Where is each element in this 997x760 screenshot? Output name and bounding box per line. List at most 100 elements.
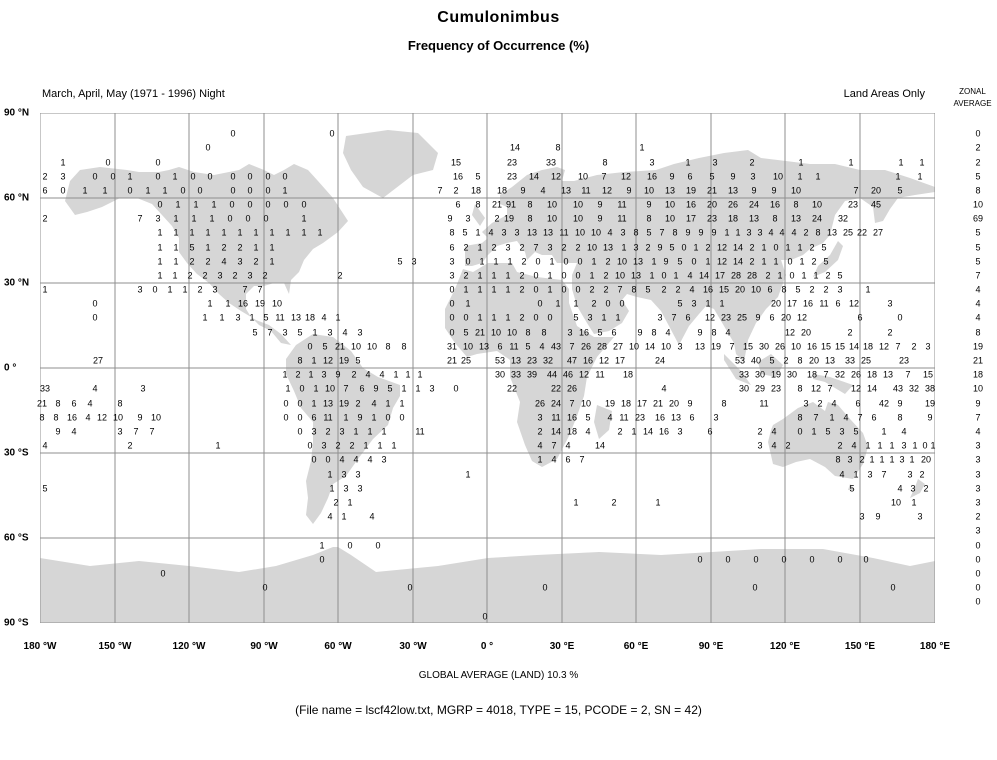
data-value: 1 <box>719 298 725 309</box>
data-value: 0 <box>307 440 313 451</box>
data-value: 5 <box>42 483 48 494</box>
data-value: 10 <box>628 341 640 352</box>
data-value: 2 <box>803 227 809 238</box>
data-value: 14 <box>732 242 744 253</box>
data-value: 0 <box>575 284 581 295</box>
data-value: 9 <box>357 412 363 423</box>
data-value: 11 <box>559 227 569 238</box>
data-value: 3 <box>859 511 865 522</box>
data-value: 24 <box>654 355 666 366</box>
data-value: 5 <box>387 383 393 394</box>
data-value: 0 <box>890 582 896 593</box>
data-value: 6 <box>565 454 571 465</box>
data-value: 5 <box>297 327 303 338</box>
data-value: 2 <box>887 327 893 338</box>
data-value: 7 <box>533 242 539 253</box>
data-value: 8 <box>541 327 547 338</box>
zonal-average-value: 3 <box>975 440 981 451</box>
data-value: 2 <box>337 270 343 281</box>
data-value: 4 <box>342 327 348 338</box>
data-value: 1 <box>405 369 411 380</box>
data-value: 9 <box>755 312 761 323</box>
data-value: 0 <box>697 554 703 565</box>
data-value: 15 <box>450 157 462 168</box>
x-tick-label: 60 °W <box>324 641 352 652</box>
data-value: 21 <box>652 398 664 409</box>
data-value: 0 <box>787 256 793 267</box>
data-value: 33 <box>510 369 522 380</box>
data-value: 10 <box>150 412 162 423</box>
data-value: 6 <box>455 199 461 210</box>
eurasia-shape <box>465 150 935 362</box>
global-average-label: GLOBAL AVERAGE (LAND) 10.3 % <box>418 670 579 681</box>
data-value: 3 <box>247 270 253 281</box>
data-value: 1 <box>705 298 711 309</box>
data-value: 4 <box>367 454 373 465</box>
data-value: 1 <box>60 157 66 168</box>
data-value: 6 <box>855 398 861 409</box>
data-value: 4 <box>379 369 385 380</box>
data-value: 23 <box>720 312 732 323</box>
data-value: 1 <box>385 398 391 409</box>
data-value: 9 <box>687 398 693 409</box>
data-value: 1 <box>829 412 835 423</box>
data-value: 7 <box>617 284 623 295</box>
data-value: 17 <box>636 398 648 409</box>
data-value: 10 <box>324 383 336 394</box>
data-value: 1 <box>493 256 499 267</box>
data-value: 4 <box>725 327 731 338</box>
zonal-average-value: 2 <box>975 511 981 522</box>
data-value: 44 <box>546 369 558 380</box>
data-value: 0 <box>753 554 759 565</box>
data-value: 3 <box>341 469 347 480</box>
data-value: 0 <box>283 398 289 409</box>
data-value: 1 <box>202 312 208 323</box>
data-value: 14 <box>594 440 606 451</box>
data-value: 8 <box>39 412 45 423</box>
data-value: 4 <box>540 185 546 196</box>
data-value: 0 <box>449 327 455 338</box>
data-value: 0 <box>563 256 569 267</box>
data-value: 16 <box>702 284 714 295</box>
data-value: 8 <box>897 412 903 423</box>
data-value: 0 <box>781 554 787 565</box>
data-value: 1 <box>877 440 883 451</box>
data-value: 0 <box>297 412 303 423</box>
data-value: 15 <box>742 341 754 352</box>
data-value: 20 <box>706 199 718 210</box>
data-value: 11 <box>617 213 627 224</box>
data-value: 2 <box>262 270 268 281</box>
data-value: 1 <box>209 213 215 224</box>
data-value: 16 <box>566 412 578 423</box>
data-value: 3 <box>633 242 639 253</box>
zonal-average-value: 10 <box>972 383 984 394</box>
data-value: 17 <box>685 213 697 224</box>
data-value: 6 <box>767 284 773 295</box>
data-value: 25 <box>842 227 854 238</box>
data-value: 9 <box>597 213 603 224</box>
data-value: 7 <box>813 412 819 423</box>
data-value: 0 <box>230 185 236 196</box>
data-value: 10 <box>664 213 676 224</box>
data-value: 0 <box>407 582 413 593</box>
data-value: 8 <box>602 157 608 168</box>
x-tick-label: 30 °E <box>549 641 575 652</box>
data-value: 8 <box>797 355 803 366</box>
data-value: 0 <box>205 142 211 153</box>
data-value: 5 <box>397 256 403 267</box>
data-value: 16 <box>654 412 666 423</box>
data-value: 3 <box>505 242 511 253</box>
data-value: 1 <box>221 227 227 238</box>
data-value: 16 <box>646 171 658 182</box>
data-value: 1 <box>145 185 151 196</box>
data-value: 8 <box>633 227 639 238</box>
data-value: 1 <box>555 298 561 309</box>
data-value: 18 <box>622 369 634 380</box>
data-value: 10 <box>750 284 762 295</box>
data-value: 10 <box>614 270 626 281</box>
data-value: 2 <box>537 426 543 437</box>
data-value: 21 <box>334 341 346 352</box>
data-value: 2 <box>661 284 667 295</box>
data-value: 13 <box>824 355 836 366</box>
data-value: 2 <box>919 469 925 480</box>
